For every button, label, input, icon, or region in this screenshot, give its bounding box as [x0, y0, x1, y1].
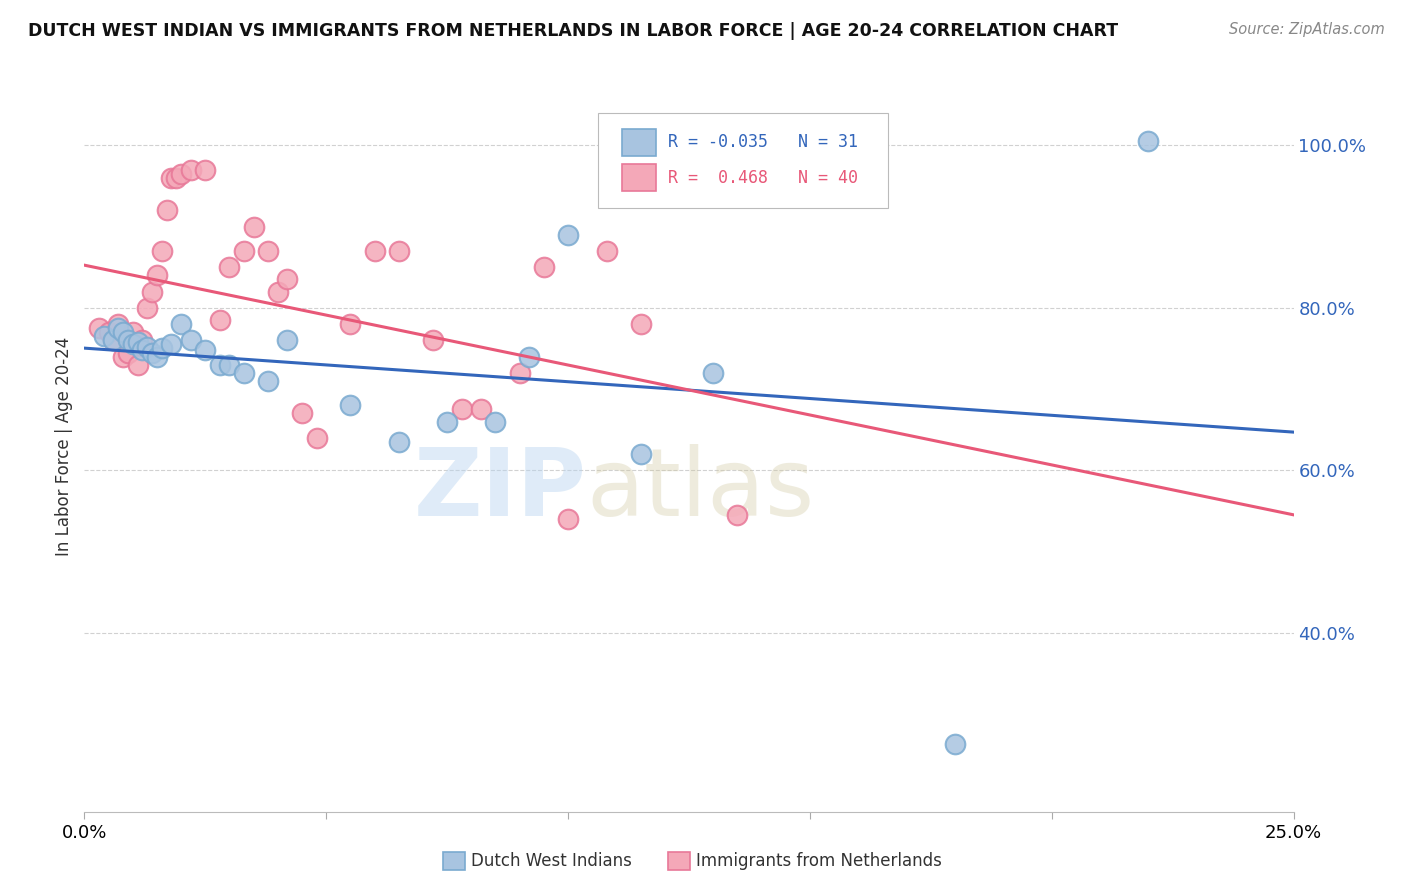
Point	[160, 170, 183, 185]
Point	[136, 301, 159, 315]
Point	[363, 244, 385, 258]
Point	[339, 317, 361, 331]
Point	[257, 244, 280, 258]
Point	[165, 170, 187, 185]
Point	[141, 345, 163, 359]
Text: R =  0.468   N = 40: R = 0.468 N = 40	[668, 169, 859, 186]
Point	[339, 398, 361, 412]
Point	[107, 317, 129, 331]
Point	[146, 268, 169, 283]
Point	[422, 334, 444, 348]
Point	[103, 334, 125, 348]
Point	[127, 358, 149, 372]
FancyBboxPatch shape	[599, 113, 889, 209]
Text: Immigrants from Netherlands: Immigrants from Netherlands	[696, 852, 942, 870]
Point	[257, 374, 280, 388]
Point	[436, 415, 458, 429]
Text: atlas: atlas	[586, 444, 814, 536]
Point	[630, 447, 652, 461]
Point	[121, 337, 143, 351]
Point	[557, 512, 579, 526]
Point	[194, 343, 217, 357]
Point	[388, 244, 411, 258]
Point	[509, 366, 531, 380]
Point	[630, 317, 652, 331]
Point	[276, 272, 298, 286]
Point	[112, 325, 135, 339]
Text: R = -0.035   N = 31: R = -0.035 N = 31	[668, 134, 859, 152]
Point	[276, 334, 298, 348]
Point	[470, 402, 492, 417]
Point	[121, 325, 143, 339]
Text: ZIP: ZIP	[413, 444, 586, 536]
Point	[117, 345, 139, 359]
Point	[725, 508, 748, 522]
Point	[242, 219, 264, 234]
Point	[170, 167, 193, 181]
Point	[533, 260, 555, 275]
Point	[943, 737, 966, 751]
Point	[305, 431, 328, 445]
Text: DUTCH WEST INDIAN VS IMMIGRANTS FROM NETHERLANDS IN LABOR FORCE | AGE 20-24 CORR: DUTCH WEST INDIAN VS IMMIGRANTS FROM NET…	[28, 22, 1118, 40]
Point	[233, 366, 256, 380]
Point	[141, 285, 163, 299]
Point	[112, 350, 135, 364]
Point	[180, 334, 202, 348]
Point	[194, 162, 217, 177]
Point	[208, 358, 231, 372]
Point	[596, 244, 619, 258]
Point	[146, 350, 169, 364]
Point	[93, 329, 115, 343]
Text: Dutch West Indians: Dutch West Indians	[471, 852, 631, 870]
Bar	[623, 129, 657, 155]
Point	[97, 325, 120, 339]
Point	[1137, 134, 1160, 148]
Point	[218, 260, 240, 275]
Point	[484, 415, 506, 429]
Point	[155, 203, 177, 218]
Y-axis label: In Labor Force | Age 20-24: In Labor Force | Age 20-24	[55, 336, 73, 556]
Point	[131, 343, 153, 357]
Point	[87, 321, 110, 335]
Point	[291, 407, 314, 421]
Point	[131, 334, 153, 348]
Point	[117, 334, 139, 348]
Point	[557, 227, 579, 242]
Point	[107, 321, 129, 335]
Point	[517, 350, 540, 364]
Point	[218, 358, 240, 372]
Point	[267, 285, 290, 299]
Point	[160, 337, 183, 351]
Point	[233, 244, 256, 258]
Point	[180, 162, 202, 177]
Text: Source: ZipAtlas.com: Source: ZipAtlas.com	[1229, 22, 1385, 37]
Point	[388, 434, 411, 449]
Point	[150, 342, 173, 356]
Point	[136, 340, 159, 354]
Point	[103, 334, 125, 348]
Point	[450, 402, 472, 417]
Point	[170, 317, 193, 331]
Bar	[623, 164, 657, 191]
Point	[702, 366, 724, 380]
Point	[208, 313, 231, 327]
Point	[150, 244, 173, 258]
Point	[127, 334, 149, 349]
